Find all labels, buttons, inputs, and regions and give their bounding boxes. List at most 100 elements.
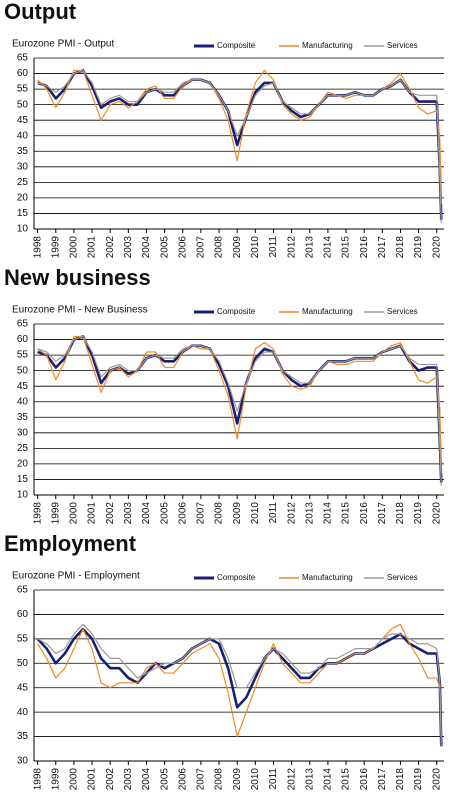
series-line bbox=[37, 69, 442, 223]
x-tick-label: 2010 bbox=[250, 502, 261, 525]
series-line bbox=[37, 69, 443, 220]
x-tick-label: 2020 bbox=[431, 502, 442, 525]
series-line bbox=[37, 335, 442, 486]
x-tick-label: 2007 bbox=[196, 236, 207, 259]
x-tick-label: 2017 bbox=[377, 768, 388, 791]
x-tick-label: 2020 bbox=[431, 768, 442, 791]
y-tick-label: 45 bbox=[17, 682, 29, 693]
x-tick-label: 2003 bbox=[123, 502, 134, 525]
legend-label: Composite bbox=[217, 41, 256, 50]
y-tick-label: 30 bbox=[17, 161, 29, 172]
x-tick-label: 2002 bbox=[105, 236, 116, 259]
chart-subtitle: Eurozone PMI - New Business bbox=[12, 305, 148, 316]
x-tick-label: 2000 bbox=[69, 768, 80, 791]
x-tick-label: 2011 bbox=[268, 768, 279, 790]
legend-label: Services bbox=[387, 307, 418, 316]
legend-label: Manufacturing bbox=[302, 307, 353, 316]
y-tick-label: 35 bbox=[17, 412, 29, 423]
x-tick-label: 2004 bbox=[141, 768, 152, 791]
x-tick-label: 2016 bbox=[359, 236, 370, 259]
y-tick-label: 55 bbox=[17, 633, 29, 644]
series-line bbox=[37, 623, 442, 747]
x-tick-label: 1999 bbox=[50, 768, 61, 791]
x-tick-label: 2017 bbox=[377, 236, 388, 259]
x-tick-label: 2005 bbox=[159, 768, 170, 791]
x-tick-label: 2018 bbox=[395, 502, 406, 525]
legend-label: Manufacturing bbox=[302, 573, 353, 582]
y-tick-label: 65 bbox=[17, 53, 29, 64]
x-tick-label: 2014 bbox=[323, 236, 334, 259]
y-tick-label: 50 bbox=[17, 658, 29, 669]
x-tick-label: 2009 bbox=[232, 502, 243, 525]
x-tick-label: 2000 bbox=[69, 502, 80, 525]
x-tick-label: 1998 bbox=[32, 236, 43, 259]
y-tick-label: 10 bbox=[17, 224, 29, 235]
x-tick-label: 2016 bbox=[359, 502, 370, 525]
x-tick-label: 2013 bbox=[304, 768, 315, 791]
y-tick-label: 55 bbox=[17, 350, 29, 361]
x-tick-label: 2016 bbox=[359, 768, 370, 791]
y-tick-label: 65 bbox=[17, 319, 29, 330]
series-line bbox=[37, 335, 442, 474]
y-tick-label: 20 bbox=[17, 459, 29, 470]
series-line bbox=[37, 69, 442, 205]
legend-label: Composite bbox=[217, 573, 256, 582]
x-tick-label: 2013 bbox=[304, 502, 315, 525]
chart-subtitle: Eurozone PMI - Employment bbox=[12, 571, 140, 582]
x-tick-label: 2006 bbox=[177, 768, 188, 791]
x-tick-label: 2001 bbox=[87, 236, 98, 259]
x-tick-label: 2019 bbox=[413, 768, 424, 791]
legend-label: Manufacturing bbox=[302, 41, 353, 50]
x-tick-label: 2018 bbox=[395, 236, 406, 259]
y-tick-label: 50 bbox=[17, 99, 29, 110]
y-tick-label: 15 bbox=[17, 208, 29, 219]
y-tick-label: 15 bbox=[17, 474, 29, 485]
chart-subtitle: Eurozone PMI - Output bbox=[12, 39, 114, 50]
x-tick-label: 2002 bbox=[105, 502, 116, 525]
x-tick-label: 1999 bbox=[50, 236, 61, 259]
x-tick-label: 2004 bbox=[141, 502, 152, 525]
y-tick-label: 30 bbox=[17, 427, 29, 438]
section-title: Employment bbox=[4, 531, 137, 556]
legend-label: Services bbox=[387, 573, 418, 582]
y-tick-label: 55 bbox=[17, 84, 29, 95]
x-tick-label: 2015 bbox=[341, 768, 352, 791]
x-tick-label: 1999 bbox=[50, 502, 61, 525]
x-tick-label: 2011 bbox=[268, 502, 279, 524]
y-tick-label: 40 bbox=[17, 396, 29, 407]
x-tick-label: 2012 bbox=[286, 502, 297, 525]
x-tick-label: 2000 bbox=[69, 236, 80, 259]
y-tick-label: 30 bbox=[17, 756, 29, 767]
x-tick-label: 2020 bbox=[431, 236, 442, 259]
x-tick-label: 2013 bbox=[304, 236, 315, 259]
x-tick-label: 2005 bbox=[159, 502, 170, 525]
y-tick-label: 60 bbox=[17, 68, 29, 79]
y-tick-label: 40 bbox=[17, 707, 29, 718]
x-tick-label: 2007 bbox=[196, 768, 207, 791]
x-tick-label: 2012 bbox=[286, 768, 297, 791]
x-tick-label: 2005 bbox=[159, 236, 170, 259]
series-line bbox=[36, 627, 443, 747]
x-tick-label: 2019 bbox=[413, 502, 424, 525]
x-tick-label: 2002 bbox=[105, 768, 116, 791]
x-tick-label: 2003 bbox=[123, 236, 134, 259]
x-tick-label: 1998 bbox=[32, 502, 43, 525]
y-tick-label: 40 bbox=[17, 130, 29, 141]
x-tick-label: 2009 bbox=[232, 236, 243, 259]
x-tick-label: 2007 bbox=[196, 502, 207, 525]
y-tick-label: 50 bbox=[17, 365, 29, 376]
x-tick-label: 2019 bbox=[413, 236, 424, 259]
y-tick-label: 35 bbox=[17, 146, 29, 157]
x-tick-label: 2011 bbox=[268, 236, 279, 258]
x-tick-label: 2003 bbox=[123, 768, 134, 791]
x-tick-label: 2008 bbox=[214, 236, 225, 259]
x-tick-label: 2008 bbox=[214, 768, 225, 791]
y-tick-label: 20 bbox=[17, 193, 29, 204]
x-tick-label: 2009 bbox=[232, 768, 243, 791]
y-tick-label: 25 bbox=[17, 443, 29, 454]
y-tick-label: 60 bbox=[17, 609, 29, 620]
x-tick-label: 2018 bbox=[395, 768, 406, 791]
x-tick-label: 2006 bbox=[177, 236, 188, 259]
y-tick-label: 10 bbox=[17, 490, 29, 501]
